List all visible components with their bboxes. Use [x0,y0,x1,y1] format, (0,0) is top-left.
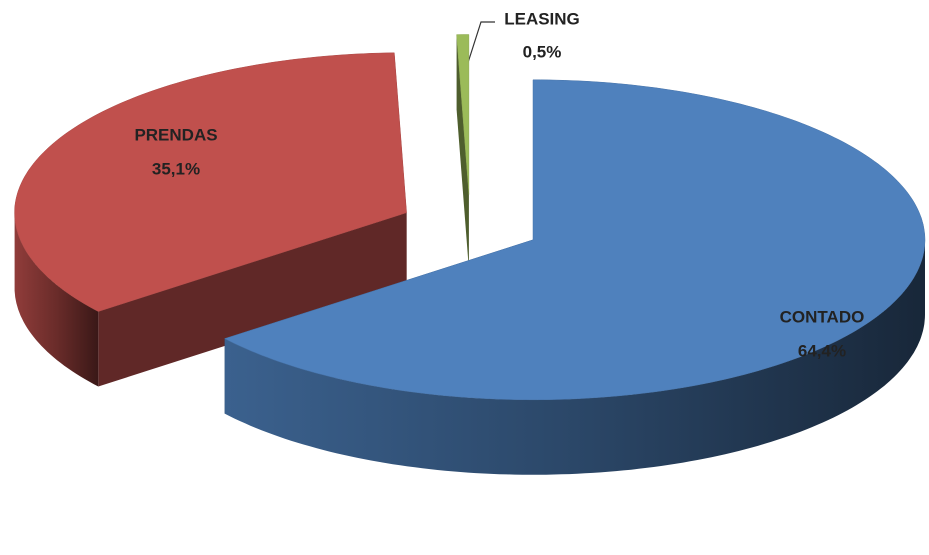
category-label: CONTADO [780,307,865,326]
slice-wall [456,34,469,270]
slice [224,79,926,401]
value-label: 64,4% [798,341,846,360]
slice-side [224,239,925,475]
slice [14,52,407,312]
slice-side [14,212,99,387]
category-label: PRENDAS [134,125,217,144]
value-label: 0,5% [523,42,562,61]
category-label: LEASING [504,9,580,28]
slice-wall [98,212,407,387]
leader-line [464,21,495,73]
slice [456,34,470,195]
value-label: 35,1% [152,159,200,178]
